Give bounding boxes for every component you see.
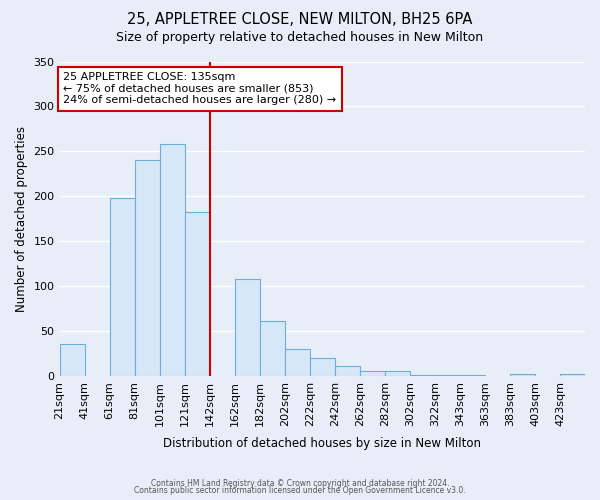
Bar — [510, 374, 535, 376]
Bar — [59, 344, 85, 376]
Text: Contains public sector information licensed under the Open Government Licence v3: Contains public sector information licen… — [134, 486, 466, 495]
Bar — [160, 144, 185, 376]
Bar — [410, 375, 435, 376]
Text: 25, APPLETREE CLOSE, NEW MILTON, BH25 6PA: 25, APPLETREE CLOSE, NEW MILTON, BH25 6P… — [127, 12, 473, 27]
Bar — [435, 375, 460, 376]
Text: Size of property relative to detached houses in New Milton: Size of property relative to detached ho… — [116, 31, 484, 44]
Bar — [310, 358, 335, 376]
Text: Contains HM Land Registry data © Crown copyright and database right 2024.: Contains HM Land Registry data © Crown c… — [151, 479, 449, 488]
Bar — [110, 198, 134, 376]
Bar — [335, 366, 360, 376]
Bar — [185, 212, 209, 376]
Bar — [260, 321, 285, 376]
Bar — [385, 370, 410, 376]
Bar — [235, 279, 260, 376]
Bar — [360, 372, 385, 376]
Y-axis label: Number of detached properties: Number of detached properties — [15, 126, 28, 312]
Bar — [460, 375, 485, 376]
Bar — [134, 160, 160, 376]
Bar — [285, 349, 310, 376]
Text: 25 APPLETREE CLOSE: 135sqm
← 75% of detached houses are smaller (853)
24% of sem: 25 APPLETREE CLOSE: 135sqm ← 75% of deta… — [63, 72, 337, 106]
Bar — [560, 374, 585, 376]
X-axis label: Distribution of detached houses by size in New Milton: Distribution of detached houses by size … — [163, 437, 481, 450]
